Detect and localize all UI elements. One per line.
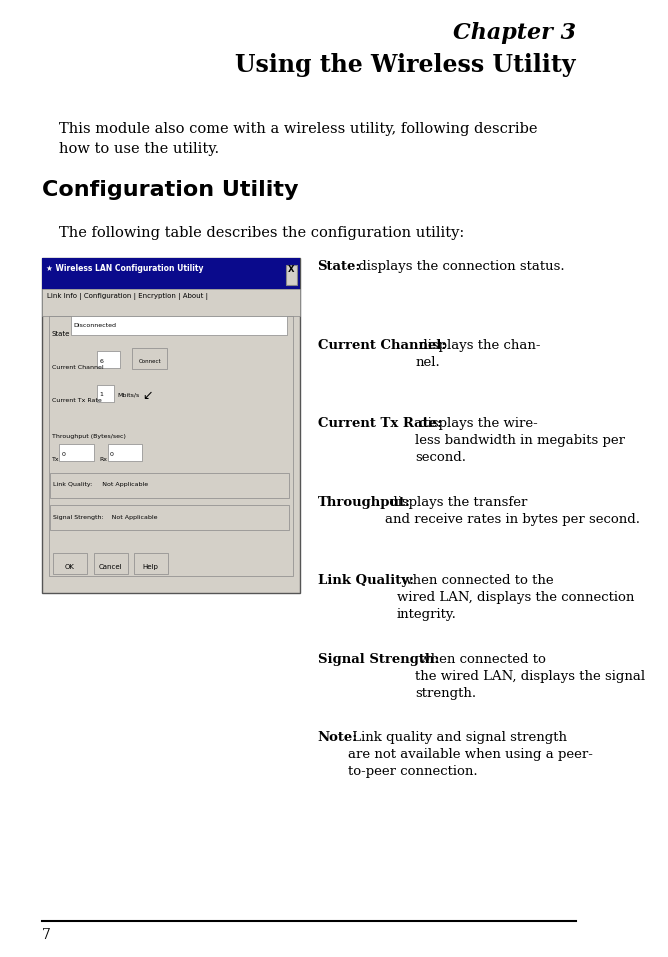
FancyBboxPatch shape bbox=[59, 444, 94, 461]
Text: 0: 0 bbox=[61, 452, 65, 456]
Text: Using the Wireless Utility: Using the Wireless Utility bbox=[235, 53, 576, 77]
Text: when connected to the
wired LAN, displays the connection
integrity.: when connected to the wired LAN, display… bbox=[397, 574, 634, 621]
FancyBboxPatch shape bbox=[50, 505, 289, 530]
Text: Signal Strength:    Not Applicable: Signal Strength: Not Applicable bbox=[53, 515, 158, 520]
Text: Note:: Note: bbox=[317, 731, 358, 745]
FancyBboxPatch shape bbox=[108, 444, 142, 461]
Text: Cancel: Cancel bbox=[99, 564, 122, 569]
Text: 7: 7 bbox=[41, 928, 50, 943]
FancyBboxPatch shape bbox=[98, 351, 120, 368]
Text: X: X bbox=[288, 265, 295, 274]
FancyBboxPatch shape bbox=[49, 316, 293, 576]
Text: Current Tx Rate:: Current Tx Rate: bbox=[317, 417, 442, 431]
Text: Throughput:: Throughput: bbox=[317, 496, 411, 509]
FancyBboxPatch shape bbox=[41, 289, 300, 316]
Text: displays the connection status.: displays the connection status. bbox=[354, 260, 564, 274]
Text: when connected to
the wired LAN, displays the signal
strength.: when connected to the wired LAN, display… bbox=[415, 653, 645, 700]
FancyBboxPatch shape bbox=[285, 265, 297, 285]
Text: Current Tx Rate: Current Tx Rate bbox=[51, 398, 102, 403]
Text: displays the chan-
nel.: displays the chan- nel. bbox=[415, 339, 540, 368]
Text: Help: Help bbox=[143, 564, 159, 569]
FancyBboxPatch shape bbox=[98, 385, 114, 402]
Text: 0: 0 bbox=[110, 452, 114, 456]
FancyBboxPatch shape bbox=[50, 473, 289, 498]
Text: 1: 1 bbox=[99, 392, 103, 397]
Text: State: State bbox=[51, 331, 70, 337]
FancyBboxPatch shape bbox=[41, 258, 300, 593]
Text: Connect: Connect bbox=[138, 359, 161, 364]
Text: State:: State: bbox=[317, 260, 361, 274]
FancyBboxPatch shape bbox=[41, 258, 300, 289]
Text: Tx: Tx bbox=[51, 457, 59, 462]
Text: displays the transfer
and receive rates in bytes per second.: displays the transfer and receive rates … bbox=[385, 496, 639, 525]
Text: Mbits/s: Mbits/s bbox=[118, 392, 140, 397]
FancyBboxPatch shape bbox=[53, 553, 88, 574]
Text: Configuration Utility: Configuration Utility bbox=[41, 180, 298, 200]
Text: This module also come with a wireless utility, following describe
how to use the: This module also come with a wireless ut… bbox=[59, 122, 538, 156]
FancyBboxPatch shape bbox=[134, 553, 168, 574]
Text: Current Channel:: Current Channel: bbox=[317, 339, 446, 352]
Text: ★ Wireless LAN Configuration Utility: ★ Wireless LAN Configuration Utility bbox=[46, 264, 204, 273]
Text: The following table describes the configuration utility:: The following table describes the config… bbox=[59, 226, 465, 240]
Text: OK: OK bbox=[65, 564, 75, 569]
Text: Link Quality:: Link Quality: bbox=[317, 574, 413, 588]
Text: Current Channel: Current Channel bbox=[51, 365, 104, 369]
Text: ↙: ↙ bbox=[142, 389, 153, 402]
Text: Rx: Rx bbox=[100, 457, 108, 462]
Text: 6: 6 bbox=[99, 359, 103, 364]
Text: Throughput (Bytes/sec): Throughput (Bytes/sec) bbox=[51, 434, 126, 439]
Text: Link Info | Configuration | Encryption | About |: Link Info | Configuration | Encryption |… bbox=[47, 293, 208, 300]
Text: Link quality and signal strength
are not available when using a peer-
to-peer co: Link quality and signal strength are not… bbox=[348, 731, 593, 778]
Text: displays the wire-
less bandwidth in megabits per
second.: displays the wire- less bandwidth in meg… bbox=[415, 417, 625, 464]
FancyBboxPatch shape bbox=[71, 316, 287, 335]
FancyBboxPatch shape bbox=[94, 553, 128, 574]
Text: Signal Strength:: Signal Strength: bbox=[317, 653, 439, 666]
Text: Chapter 3: Chapter 3 bbox=[453, 22, 576, 44]
Text: Disconnected: Disconnected bbox=[73, 323, 117, 328]
Text: Link Quality:     Not Applicable: Link Quality: Not Applicable bbox=[53, 482, 148, 487]
FancyBboxPatch shape bbox=[132, 348, 168, 369]
